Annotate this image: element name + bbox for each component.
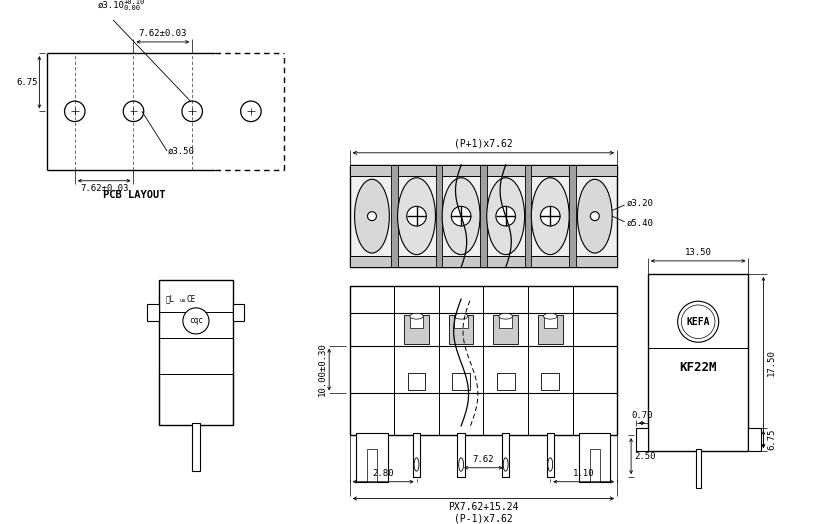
Bar [350, 165, 617, 267]
Ellipse shape [443, 178, 480, 255]
Text: 7.62±0.03: 7.62±0.03 [139, 29, 187, 38]
Bar [502, 433, 509, 477]
Ellipse shape [398, 178, 435, 255]
Bar [452, 373, 470, 390]
Text: KEFA: KEFA [686, 316, 710, 327]
Bar [350, 165, 617, 176]
Text: 2.80: 2.80 [372, 469, 394, 478]
Text: 0.00: 0.00 [123, 5, 140, 11]
Text: 7.62: 7.62 [473, 455, 494, 464]
Text: PX7.62+15.24: PX7.62+15.24 [448, 502, 518, 512]
Bar [404, 315, 429, 344]
Text: 6.75: 6.75 [767, 429, 776, 450]
Circle shape [681, 305, 715, 339]
Text: 6.75: 6.75 [16, 78, 37, 86]
Text: KF22M: KF22M [680, 361, 717, 374]
Bar [493, 315, 518, 344]
Circle shape [678, 301, 719, 342]
Text: 10.00±0.30: 10.00±0.30 [319, 343, 328, 397]
Bar [350, 256, 617, 267]
Text: (P+1)x7.62: (P+1)x7.62 [454, 138, 513, 148]
Ellipse shape [459, 458, 464, 471]
Bar [148, 304, 159, 321]
Bar [435, 165, 442, 267]
Bar [480, 165, 487, 267]
Ellipse shape [487, 178, 525, 255]
Bar [356, 433, 388, 482]
Bar [590, 449, 600, 482]
Text: ø3.10: ø3.10 [98, 1, 125, 9]
Bar [538, 315, 562, 344]
Ellipse shape [414, 458, 419, 471]
Text: us: us [179, 298, 186, 303]
Text: (P-1)x7.62: (P-1)x7.62 [454, 514, 513, 523]
Bar [457, 433, 465, 477]
Bar [192, 423, 200, 472]
Bar [696, 449, 701, 488]
Bar [579, 433, 610, 482]
Circle shape [496, 206, 515, 226]
Circle shape [452, 206, 471, 226]
Text: 13.50: 13.50 [685, 248, 711, 257]
Bar [350, 286, 617, 435]
Bar [159, 280, 233, 425]
Bar [233, 304, 244, 321]
Bar [455, 316, 468, 328]
Text: cqc: cqc [189, 316, 203, 325]
Bar [648, 274, 748, 451]
Ellipse shape [410, 313, 423, 319]
Ellipse shape [531, 178, 569, 255]
Text: ⓇL: ⓇL [166, 294, 175, 304]
Bar [497, 373, 514, 390]
Text: ø5.40: ø5.40 [627, 219, 654, 228]
Ellipse shape [503, 458, 508, 471]
Bar [547, 433, 554, 477]
Text: ø3.50: ø3.50 [168, 146, 195, 156]
Text: CE: CE [187, 294, 196, 304]
Circle shape [540, 206, 560, 226]
Ellipse shape [544, 313, 557, 319]
Bar [391, 165, 398, 267]
Text: +0.10: +0.10 [123, 0, 144, 5]
Text: 1.10: 1.10 [573, 469, 594, 478]
Bar [410, 316, 423, 328]
Bar [449, 315, 474, 344]
Circle shape [368, 212, 377, 221]
Bar [636, 428, 648, 451]
Text: ø3.20: ø3.20 [627, 199, 654, 208]
Bar [408, 373, 425, 390]
Bar [544, 316, 557, 328]
Ellipse shape [455, 313, 468, 319]
Text: 17.50: 17.50 [767, 349, 776, 376]
Bar [368, 449, 377, 482]
Bar [499, 316, 513, 328]
Bar [413, 433, 421, 477]
Ellipse shape [499, 313, 513, 319]
Ellipse shape [548, 458, 553, 471]
Text: PCB LAYOUT: PCB LAYOUT [103, 190, 165, 200]
Bar [748, 428, 760, 451]
Bar [569, 165, 576, 267]
Circle shape [590, 212, 599, 221]
Bar [541, 373, 559, 390]
Bar [525, 165, 531, 267]
Text: 0.70: 0.70 [631, 411, 653, 420]
Circle shape [183, 308, 209, 334]
Text: 7.62±0.03: 7.62±0.03 [80, 184, 128, 193]
Ellipse shape [355, 179, 390, 253]
Ellipse shape [578, 179, 612, 253]
Text: 2.50: 2.50 [634, 452, 655, 461]
Circle shape [407, 206, 426, 226]
